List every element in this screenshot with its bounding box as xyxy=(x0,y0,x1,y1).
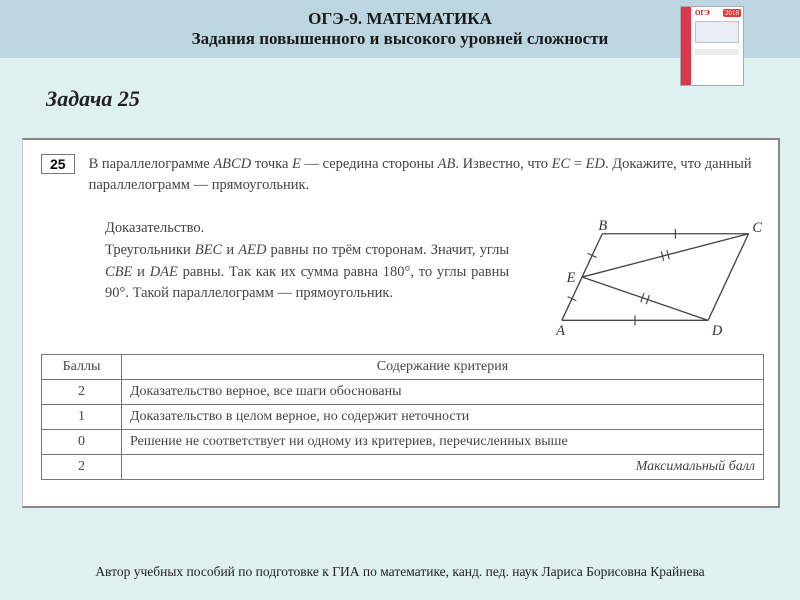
txt: = xyxy=(570,156,585,172)
txt: . Такой параллелограмм — прямоугольник. xyxy=(125,285,393,301)
svg-text:B: B xyxy=(599,218,608,234)
task-title: Задача 25 xyxy=(46,86,800,112)
criteria-content: Доказательство верное, все шаги обоснова… xyxy=(122,380,764,405)
txt: , то углы равны xyxy=(410,264,509,280)
txt: точка xyxy=(251,156,292,172)
angle-90: 90° xyxy=(105,285,125,301)
table-row: 2Доказательство верное, все шаги обоснов… xyxy=(42,380,764,405)
svg-text:E: E xyxy=(566,270,576,286)
svg-text:A: A xyxy=(555,323,565,338)
content-card: 25 В параллелограмме ABCD точка E — сере… xyxy=(22,138,780,508)
criteria-table: Баллы Содержание критерия 2Доказательств… xyxy=(41,354,764,480)
txt: и xyxy=(132,264,149,280)
criteria-content: Решение не соответствует ни одному из кр… xyxy=(122,430,764,455)
svg-text:C: C xyxy=(752,220,762,236)
problem-number-box: 25 xyxy=(41,154,75,174)
txt: . Известно, что xyxy=(455,156,551,172)
geometry-figure: A B C D E xyxy=(533,218,764,338)
var-abcd: ABCD xyxy=(213,156,251,172)
slide-footer: Автор учебных пособий по подготовке к ГИ… xyxy=(0,564,800,580)
var-ab: AB xyxy=(438,156,456,172)
criteria-head-points: Баллы xyxy=(42,355,122,380)
var-aed: AED xyxy=(238,242,266,258)
header-subtitle: Задания повышенного и высокого уровней с… xyxy=(192,29,609,49)
var-ec: EC xyxy=(552,156,571,172)
book-cover-box xyxy=(695,21,739,43)
var-bec: BEC xyxy=(195,242,222,258)
book-thumbnail: ОГЭ 2018 xyxy=(680,6,744,86)
txt: равны. Так как их сумма равна xyxy=(178,264,383,280)
txt: — середина стороны xyxy=(301,156,438,172)
book-year-badge: 2018 xyxy=(723,9,741,17)
proof-title: Доказательство. xyxy=(105,220,204,236)
var-ed: ED xyxy=(586,156,605,172)
proof-text: Доказательство. Треугольники BEC и AED р… xyxy=(105,218,509,305)
var-cbe: CBE xyxy=(105,264,132,280)
problem-row: 25 В параллелограмме ABCD точка E — сере… xyxy=(41,154,764,196)
book-spine xyxy=(681,7,691,85)
criteria-points: 2 xyxy=(42,380,122,405)
proof-block: Доказательство. Треугольники BEC и AED р… xyxy=(41,218,764,338)
var-e: E xyxy=(292,156,301,172)
txt: равны по трём сторонам. Значит, углы xyxy=(266,242,509,258)
criteria-points: 1 xyxy=(42,405,122,430)
criteria-points: 0 xyxy=(42,430,122,455)
table-row-max: 2Максимальный балл xyxy=(42,455,764,480)
txt: В параллелограмме xyxy=(89,156,214,172)
txt: Треугольники xyxy=(105,242,195,258)
var-dae: DAE xyxy=(150,264,178,280)
angle-180: 180° xyxy=(383,264,411,280)
svg-text:D: D xyxy=(711,323,723,338)
header-title: ОГЭ-9. МАТЕМАТИКА xyxy=(308,9,492,29)
criteria-max-points: 2 xyxy=(42,455,122,480)
criteria-max-label: Максимальный балл xyxy=(122,455,764,480)
table-row: 1Доказательство в целом верное, но содер… xyxy=(42,405,764,430)
book-label: ОГЭ xyxy=(695,9,710,17)
table-row: 0Решение не соответствует ни одному из к… xyxy=(42,430,764,455)
book-cover-stripe xyxy=(695,49,739,55)
criteria-head-content: Содержание критерия xyxy=(122,355,764,380)
problem-text: В параллелограмме ABCD точка E — середин… xyxy=(89,154,764,196)
criteria-content: Доказательство в целом верное, но содерж… xyxy=(122,405,764,430)
txt: и xyxy=(222,242,238,258)
